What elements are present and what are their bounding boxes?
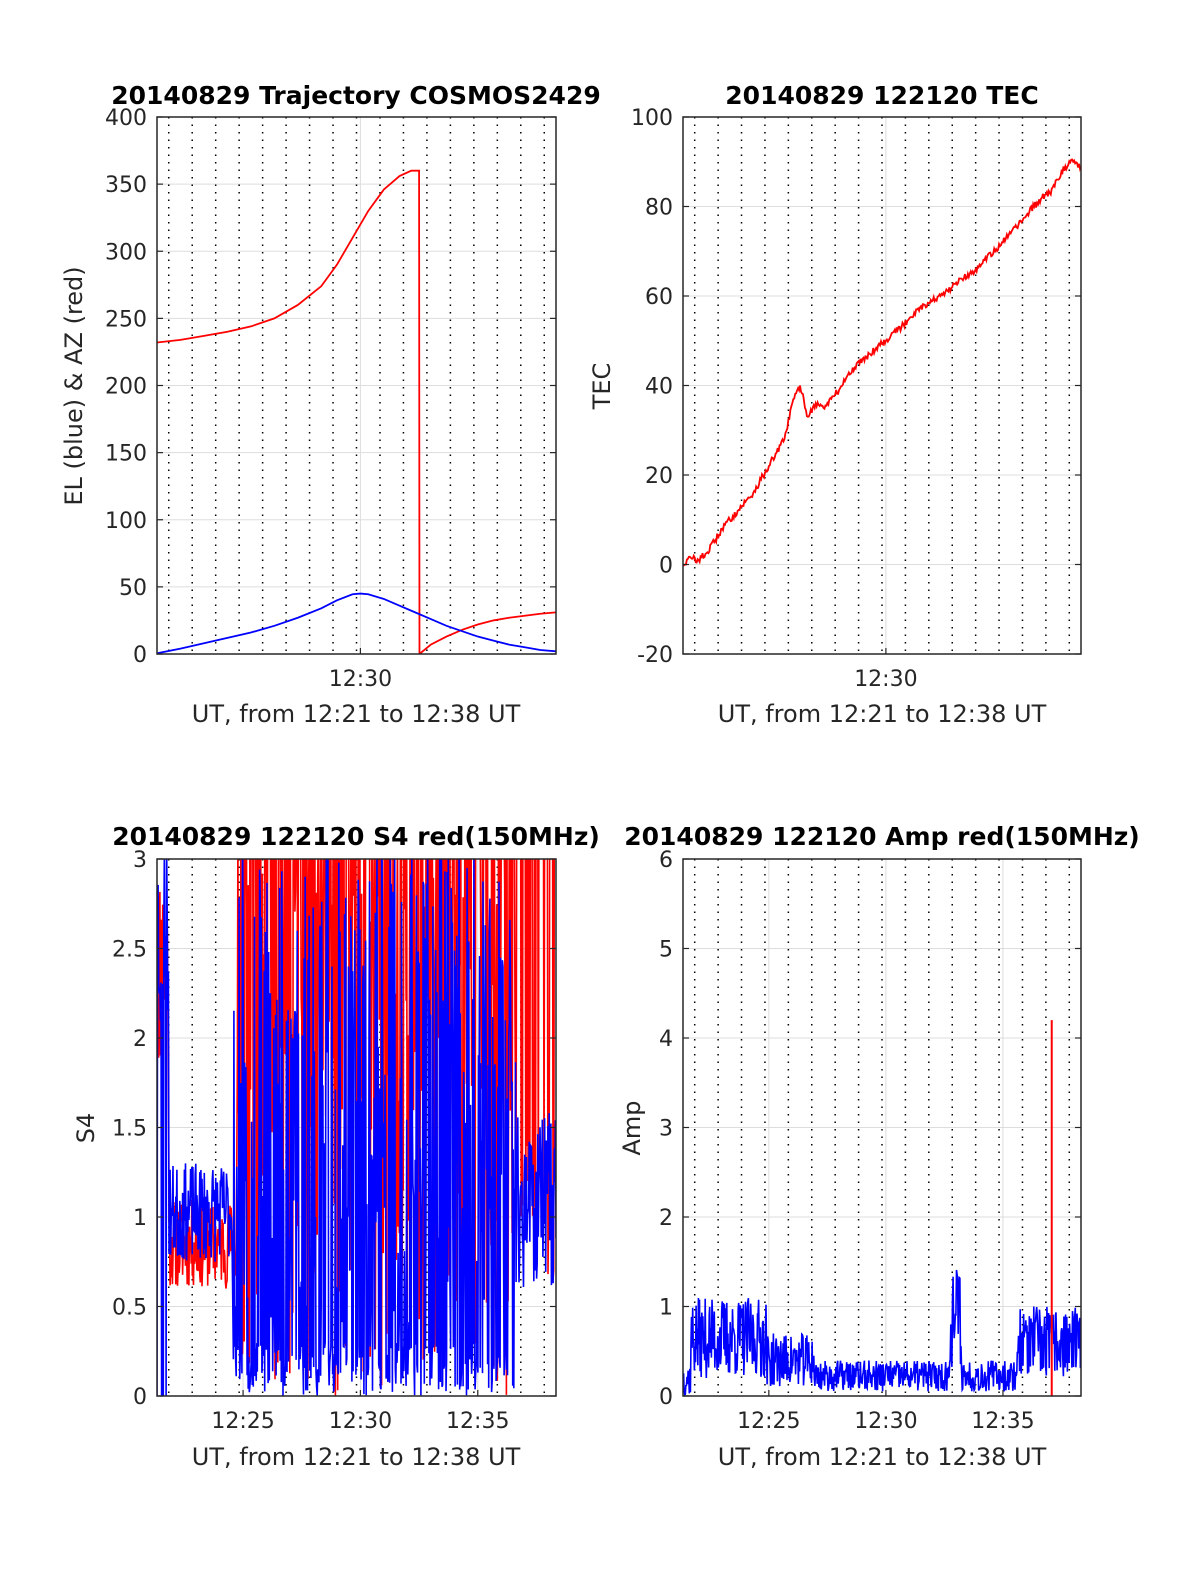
s4-ytick-label: 2 (133, 1027, 147, 1052)
amp-ytick-label: 3 (659, 1117, 673, 1142)
s4-xtick-label: 12:30 (329, 1409, 392, 1434)
tec-ytick-label: 100 (631, 106, 673, 131)
s4-xtick-label: 12:35 (446, 1409, 509, 1434)
amp-ytick-label: 5 (659, 938, 673, 963)
s4-ytick-label: 0 (133, 1385, 147, 1410)
s4-plot-area (157, 859, 556, 1396)
trajectory-ytick-label: 200 (105, 375, 147, 400)
trajectory-xtick-label: 12:30 (329, 667, 392, 692)
amp-ytick-label: 1 (659, 1296, 673, 1321)
tec-xtick-label: 12:30 (854, 667, 917, 692)
tec-ytick-label: 40 (645, 375, 673, 400)
s4-ytick-label: 3 (133, 848, 147, 873)
trajectory-ylabel: EL (blue) & AZ (red) (60, 266, 88, 505)
s4-ylabel: S4 (72, 1113, 100, 1144)
trajectory-ytick-label: 350 (105, 173, 147, 198)
s4-xlabel: UT, from 12:21 to 12:38 UT (192, 1443, 521, 1471)
trajectory-ytick-label: 250 (105, 307, 147, 332)
amp-xtick-label: 12:35 (971, 1409, 1034, 1434)
amp-ylabel: Amp (618, 1100, 646, 1155)
trajectory-ytick-label: 150 (105, 442, 147, 467)
trajectory-ytick-label: 300 (105, 240, 147, 265)
trajectory-series-red (157, 169, 556, 654)
s4-ytick-label: 1.5 (112, 1117, 147, 1142)
trajectory-ytick-label: 0 (133, 643, 147, 668)
amp-panel: 20140829 122120 Amp red(150MHz) Amp UT, … (618, 822, 1140, 1471)
tec-ytick-label: -20 (637, 643, 673, 668)
s4-series-blue (157, 859, 556, 1396)
tec-panel: 20140829 122120 TEC TEC UT, from 12:21 t… (588, 81, 1082, 728)
trajectory-xlabel: UT, from 12:21 to 12:38 UT (192, 700, 521, 728)
amp-xlabel: UT, from 12:21 to 12:38 UT (718, 1443, 1047, 1471)
trajectory-ytick-label: 50 (119, 576, 147, 601)
amp-series-blue (683, 1269, 1081, 1396)
amp-ytick-label: 2 (659, 1206, 673, 1231)
tec-series-red (683, 158, 1081, 567)
tec-ytick-label: 20 (645, 464, 673, 489)
tec-ylabel: TEC (588, 363, 616, 411)
trajectory-series-blue (157, 592, 556, 654)
trajectory-panel: 20140829 Trajectory COSMOS2429 EL (blue)… (60, 81, 601, 728)
tec-xlabel: UT, from 12:21 to 12:38 UT (718, 700, 1047, 728)
s4-ytick-label: 0.5 (112, 1296, 147, 1321)
amp-ytick-label: 4 (659, 1027, 673, 1052)
s4-ytick-label: 1 (133, 1206, 147, 1231)
amp-ytick-label: 0 (659, 1385, 673, 1410)
amp-plot-area (683, 1020, 1081, 1396)
s4-xtick-label: 12:25 (211, 1409, 274, 1434)
s4-title: 20140829 122120 S4 red(150MHz) (112, 822, 600, 851)
tec-ytick-label: 60 (645, 285, 673, 310)
s4-ytick-label: 2.5 (112, 938, 147, 963)
amp-xtick-label: 12:30 (854, 1409, 917, 1434)
trajectory-ytick-label: 400 (105, 106, 147, 131)
trajectory-plot-area (157, 169, 556, 654)
tec-ytick-label: 80 (645, 196, 673, 221)
trajectory-ytick-label: 100 (105, 509, 147, 534)
amp-xtick-label: 12:25 (737, 1409, 800, 1434)
trajectory-title: 20140829 Trajectory COSMOS2429 (111, 81, 601, 110)
s4-panel: 20140829 122120 S4 red(150MHz) S4 UT, fr… (72, 822, 600, 1471)
tec-plot-area (683, 158, 1081, 567)
amp-ytick-label: 6 (659, 848, 673, 873)
tec-ytick-label: 0 (659, 554, 673, 579)
amp-title: 20140829 122120 Amp red(150MHz) (624, 822, 1140, 851)
tec-title: 20140829 122120 TEC (725, 81, 1038, 110)
